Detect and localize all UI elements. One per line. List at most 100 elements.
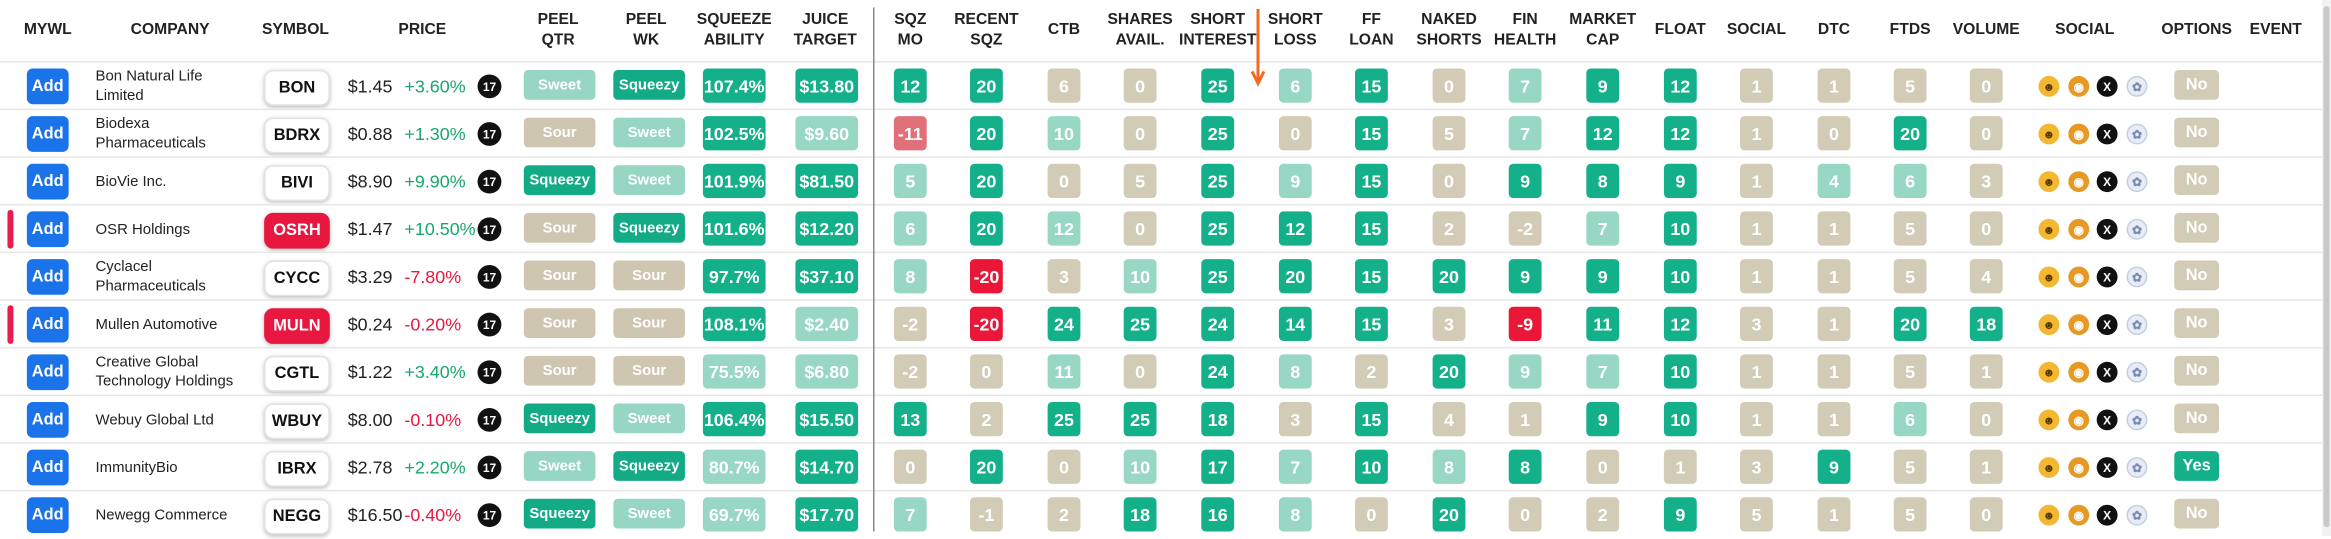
company-name[interactable]: Webuy Global Ltd bbox=[95, 411, 214, 429]
header-ctb[interactable]: CTB bbox=[1047, 20, 1081, 39]
company-name[interactable]: Newegg Commerce bbox=[95, 506, 228, 524]
wsb-icon[interactable]: ☻ bbox=[2038, 123, 2060, 145]
symbol-badge[interactable]: CYCC bbox=[264, 260, 330, 297]
x-icon[interactable]: X bbox=[2096, 266, 2118, 288]
doge-icon[interactable]: ◉ bbox=[2068, 171, 2090, 193]
wsb-icon[interactable]: ☻ bbox=[2038, 171, 2060, 193]
wsb-icon[interactable]: ☻ bbox=[2038, 361, 2060, 383]
x-icon[interactable]: X bbox=[2096, 171, 2118, 193]
doge-icon[interactable]: ◉ bbox=[2068, 409, 2090, 431]
stocktwits-icon[interactable]: ✿ bbox=[2126, 361, 2148, 383]
add-to-watchlist-button[interactable]: Add bbox=[26, 68, 69, 105]
stocktwits-icon[interactable]: ✿ bbox=[2126, 314, 2148, 336]
tradingview-icon[interactable]: 17 bbox=[477, 455, 502, 480]
doge-icon[interactable]: ◉ bbox=[2068, 504, 2090, 526]
stocktwits-icon[interactable]: ✿ bbox=[2126, 504, 2148, 526]
add-to-watchlist-button[interactable]: Add bbox=[26, 354, 69, 391]
header-short-interest[interactable]: SHORT INTEREST bbox=[1178, 10, 1257, 50]
stocktwits-icon[interactable]: ✿ bbox=[2126, 457, 2148, 478]
header-volume[interactable]: VOLUME bbox=[1952, 20, 2020, 39]
doge-icon[interactable]: ◉ bbox=[2068, 123, 2090, 145]
table-row[interactable]: Add Bon Natural Life Limited BON $1.45 +3.60… bbox=[0, 61, 2331, 110]
tradingview-icon[interactable]: 17 bbox=[477, 74, 502, 99]
header-peel-qtr[interactable]: PEEL QTR bbox=[537, 10, 579, 50]
add-to-watchlist-button[interactable]: Add bbox=[26, 163, 69, 200]
wsb-icon[interactable]: ☻ bbox=[2038, 504, 2060, 526]
scrollbar[interactable] bbox=[2322, 0, 2331, 537]
wsb-icon[interactable]: ☻ bbox=[2038, 457, 2060, 478]
wsb-icon[interactable]: ☻ bbox=[2038, 409, 2060, 431]
header-naked-shorts[interactable]: NAKED SHORTS bbox=[1416, 10, 1482, 50]
table-row[interactable]: Add Cyclacel Pharmaceuticals CYCC $3.29 -7.8… bbox=[0, 251, 2331, 301]
add-to-watchlist-button[interactable]: Add bbox=[26, 449, 69, 486]
table-row[interactable]: Add Creative Global Technology Holdings CG… bbox=[0, 346, 2331, 396]
table-row[interactable]: Add Webuy Global Ltd WBUY $8.00 -0.10% 17 Sque… bbox=[0, 394, 2331, 444]
add-to-watchlist-button[interactable]: Add bbox=[26, 306, 69, 343]
tradingview-icon[interactable]: 17 bbox=[477, 122, 502, 146]
company-name[interactable]: Creative Global Technology Holdings bbox=[95, 354, 234, 391]
company-name[interactable]: Bon Natural Life Limited bbox=[95, 68, 203, 105]
tradingview-icon[interactable]: 17 bbox=[477, 217, 502, 242]
wsb-icon[interactable]: ☻ bbox=[2038, 218, 2060, 240]
x-icon[interactable]: X bbox=[2096, 218, 2118, 240]
symbol-badge[interactable]: NEGG bbox=[264, 498, 330, 535]
header-peel-wk[interactable]: PEEL WK bbox=[625, 10, 667, 50]
company-name[interactable]: ImmunityBio bbox=[95, 459, 178, 476]
wsb-icon[interactable]: ☻ bbox=[2038, 266, 2060, 288]
doge-icon[interactable]: ◉ bbox=[2068, 361, 2090, 383]
header-event[interactable]: EVENT bbox=[2249, 20, 2302, 39]
x-icon[interactable]: X bbox=[2096, 457, 2118, 478]
header-juice-target[interactable]: JUICE TARGET bbox=[793, 10, 857, 50]
x-icon[interactable]: X bbox=[2096, 314, 2118, 336]
table-row[interactable]: Add BioVie Inc. BIVI $8.90 +9.90% 17 Squeezy Sw… bbox=[0, 156, 2331, 205]
header-float[interactable]: FLOAT bbox=[1654, 20, 1706, 39]
header-market-cap[interactable]: MARKET CAP bbox=[1569, 10, 1637, 50]
table-row[interactable]: Add Mullen Automotive MULN $0.24 -0.20% 17 Sou… bbox=[0, 299, 2331, 348]
header-social[interactable]: SOCIAL bbox=[1726, 20, 1787, 39]
header-fin-health[interactable]: FIN HEALTH bbox=[1493, 10, 1557, 50]
header-dtc[interactable]: DTC bbox=[1817, 20, 1851, 39]
symbol-badge[interactable]: OSRH bbox=[264, 212, 330, 249]
add-to-watchlist-button[interactable]: Add bbox=[26, 402, 69, 438]
header-price[interactable]: PRICE bbox=[398, 20, 447, 39]
header-company[interactable]: COMPANY bbox=[130, 20, 210, 39]
company-name[interactable]: BioVie Inc. bbox=[95, 173, 167, 190]
add-to-watchlist-button[interactable]: Add bbox=[26, 497, 69, 534]
add-to-watchlist-button[interactable]: Add bbox=[26, 211, 69, 248]
x-icon[interactable]: X bbox=[2096, 409, 2118, 431]
x-icon[interactable]: X bbox=[2096, 504, 2118, 526]
stocktwits-icon[interactable]: ✿ bbox=[2126, 409, 2148, 431]
doge-icon[interactable]: ◉ bbox=[2068, 314, 2090, 336]
table-row[interactable]: Add Biodexa Pharmaceuticals BDRX $0.88 +1.30… bbox=[0, 108, 2331, 158]
tradingview-icon[interactable]: 17 bbox=[477, 360, 502, 385]
header-shares-avail[interactable]: SHARES AVAIL. bbox=[1107, 10, 1173, 50]
wsb-icon[interactable]: ☻ bbox=[2038, 314, 2060, 336]
table-row[interactable]: Add Newegg Commerce NEGG $16.50 -0.40% 17 Sque… bbox=[0, 489, 2331, 539]
tradingview-icon[interactable]: 17 bbox=[477, 312, 502, 337]
stocktwits-icon[interactable]: ✿ bbox=[2126, 266, 2148, 288]
header-symbol[interactable]: SYMBOL bbox=[261, 20, 329, 39]
symbol-badge[interactable]: BON bbox=[264, 69, 330, 106]
add-to-watchlist-button[interactable]: Add bbox=[26, 116, 69, 152]
x-icon[interactable]: X bbox=[2096, 123, 2118, 145]
header-sqz-mo[interactable]: SQZ MO bbox=[894, 10, 927, 50]
doge-icon[interactable]: ◉ bbox=[2068, 266, 2090, 288]
stocktwits-icon[interactable]: ✿ bbox=[2126, 218, 2148, 240]
stocktwits-icon[interactable]: ✿ bbox=[2126, 123, 2148, 145]
doge-icon[interactable]: ◉ bbox=[2068, 75, 2090, 97]
symbol-badge[interactable]: IBRX bbox=[264, 451, 330, 487]
tradingview-icon[interactable]: 17 bbox=[477, 407, 502, 432]
header-ftds[interactable]: FTDS bbox=[1889, 20, 1931, 39]
company-name[interactable]: Mullen Automotive bbox=[95, 316, 218, 333]
header-mywl[interactable]: MYWL bbox=[23, 20, 72, 39]
tradingview-icon[interactable]: 17 bbox=[477, 169, 502, 194]
header-squeeze-ability[interactable]: SQUEEZE ABILITY bbox=[696, 10, 772, 50]
tradingview-icon[interactable]: 17 bbox=[477, 265, 502, 289]
header-short-loss[interactable]: SHORT LOSS bbox=[1267, 10, 1323, 50]
symbol-badge[interactable]: WBUY bbox=[264, 403, 330, 440]
add-to-watchlist-button[interactable]: Add bbox=[26, 259, 69, 295]
symbol-badge[interactable]: BDRX bbox=[264, 117, 330, 154]
doge-icon[interactable]: ◉ bbox=[2068, 218, 2090, 240]
x-icon[interactable]: X bbox=[2096, 75, 2118, 97]
stocktwits-icon[interactable]: ✿ bbox=[2126, 171, 2148, 193]
